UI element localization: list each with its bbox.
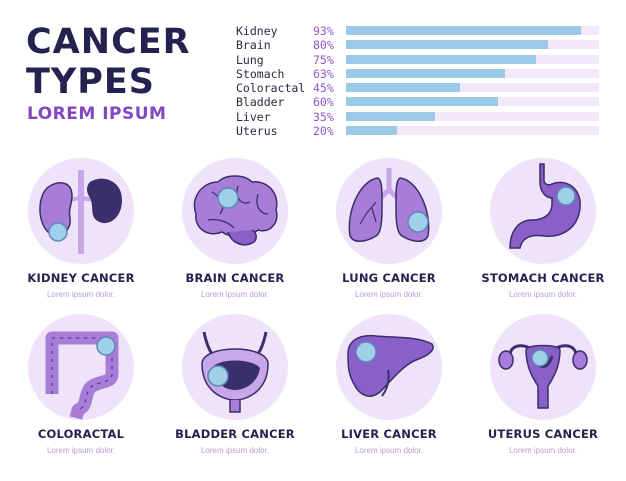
brain-icon	[193, 175, 278, 246]
stat-bar-fill	[346, 97, 498, 107]
card-stomach-cancer: STOMACH CANCER Lorem ipsum dolor.	[468, 158, 618, 308]
stat-bar-fill	[346, 126, 397, 136]
card-description: Lorem ipsum dolor.	[46, 290, 116, 299]
card-description: Lorem ipsum dolor.	[46, 446, 116, 455]
stat-bar-track	[346, 83, 599, 93]
subtitle: LOREM IPSUM	[27, 104, 167, 124]
stat-bar-fill	[346, 40, 549, 50]
stat-row-kidney: Kidney 93%	[236, 24, 600, 38]
stat-label: Liver	[236, 109, 271, 124]
stat-label: Coloractal	[236, 81, 306, 96]
bladder-icon	[201, 331, 269, 413]
card-brain-cancer: BRAIN CANCER Lorem ipsum dolor.	[160, 158, 310, 308]
card-title: KIDNEY CANCER	[27, 271, 135, 285]
stat-label: Brain	[236, 38, 271, 53]
title-line-1: CANCER	[26, 22, 191, 62]
stat-row-liver: Liver 35%	[236, 110, 600, 124]
stat-bar-track	[346, 97, 599, 107]
card-description: Lorem ipsum dolor.	[508, 290, 578, 299]
card-description: Lorem ipsum dolor.	[200, 446, 270, 455]
stat-label: Kidney	[236, 24, 278, 38]
card-liver-cancer: LIVER CANCER Lorem ipsum dolor.	[314, 314, 464, 464]
stat-label: Stomach	[236, 66, 285, 81]
stat-bar-fill	[346, 111, 435, 121]
stat-bar-fill	[346, 68, 506, 78]
card-uterus-cancer: UTERUS CANCER Lorem ipsum dolor.	[468, 314, 618, 464]
card-coloractal: COLORACTAL Lorem ipsum dolor.	[6, 314, 156, 464]
stat-bar-track	[346, 26, 599, 35]
card-title: UTERUS CANCER	[487, 427, 599, 441]
stat-row-uterus: Uterus 20%	[236, 124, 600, 138]
lungs-icon	[348, 168, 430, 242]
card-title: BLADDER CANCER	[175, 427, 295, 441]
card-lung-cancer: LUNG CANCER Lorem ipsum dolor.	[314, 158, 464, 308]
stat-row-stomach: Stomach 63%	[236, 67, 600, 81]
card-kidney-cancer: KIDNEY CANCER Lorem ipsum dolor.	[6, 158, 156, 308]
kidney-icon	[39, 170, 122, 254]
stat-percent: 93%	[313, 24, 334, 38]
stat-bar-fill	[346, 26, 582, 35]
stat-percent: 45%	[313, 81, 334, 96]
stat-label: Lung	[236, 52, 264, 67]
card-bladder-cancer: BLADDER CANCER Lorem ipsum dolor.	[160, 314, 310, 464]
stat-row-coloractal: Coloractal 45%	[236, 81, 600, 95]
card-title: LUNG CANCER	[342, 271, 436, 285]
stat-bar-track	[346, 40, 599, 50]
stat-bar-track	[346, 111, 599, 121]
card-title: COLORACTAL	[37, 427, 125, 441]
stat-bar-track	[346, 54, 599, 64]
card-title: LIVER CANCER	[341, 427, 437, 441]
stat-percent: 75%	[313, 52, 334, 67]
card-description: Lorem ipsum dolor.	[508, 446, 578, 455]
stat-row-lung: Lung 75%	[236, 53, 600, 67]
card-description: Lorem ipsum dolor.	[354, 290, 424, 299]
uterus-icon	[498, 344, 588, 409]
stat-bar-fill	[346, 54, 536, 64]
card-title: BRAIN CANCER	[185, 271, 285, 285]
stomach-icon	[509, 163, 581, 249]
stat-label: Bladder	[236, 95, 285, 110]
stat-label: Uterus	[236, 124, 278, 139]
stat-percent: 35%	[313, 109, 334, 124]
title-line-2: TYPES	[26, 62, 155, 102]
page-title: CANCER TYPES	[26, 22, 191, 102]
stat-row-bladder: Bladder 60%	[236, 95, 600, 109]
stat-percent: 63%	[313, 66, 334, 81]
stat-percent: 20%	[313, 124, 334, 139]
card-description: Lorem ipsum dolor.	[354, 446, 424, 455]
stats-chart: Kidney 93% Brain 80% Lung 75% Stomach 63…	[236, 24, 600, 138]
card-title: STOMACH CANCER	[481, 271, 605, 285]
card-description: Lorem ipsum dolor.	[200, 290, 270, 299]
stat-bar-track	[346, 68, 599, 78]
stat-percent: 80%	[313, 38, 334, 53]
liver-icon	[347, 334, 434, 397]
stat-percent: 60%	[313, 95, 334, 110]
colon-icon	[45, 331, 119, 420]
stat-row-brain: Brain 80%	[236, 38, 600, 52]
stat-bar-track	[346, 126, 599, 136]
stat-bar-fill	[346, 83, 460, 93]
